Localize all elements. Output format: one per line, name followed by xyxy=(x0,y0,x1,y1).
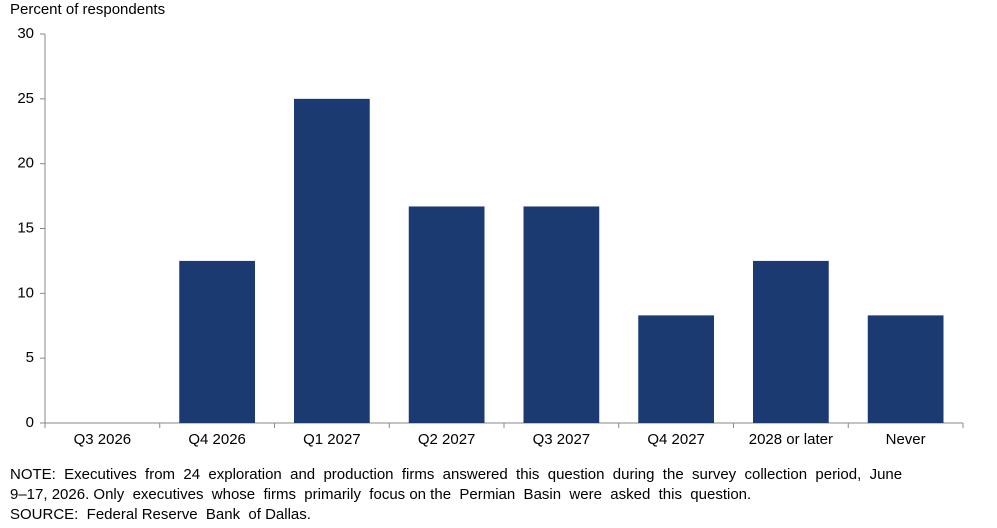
note: 9–17, 2026. Only executives whose firms … xyxy=(10,486,751,503)
x-tick-label: Q3 2027 xyxy=(533,431,591,448)
bar xyxy=(638,315,714,423)
bar xyxy=(179,260,255,423)
bar xyxy=(408,206,485,423)
bar xyxy=(867,315,944,423)
x-tick-label: 2028 or later xyxy=(749,431,833,448)
x-tick-label: Never xyxy=(886,431,926,448)
x-tick-label: Q4 2026 xyxy=(188,431,246,448)
bar xyxy=(294,98,370,423)
x-tick-label: Q2 2027 xyxy=(418,431,476,448)
note: SOURCE: Federal Reserve Bank of Dallas. xyxy=(10,506,311,523)
y-tick-label: 10 xyxy=(17,284,34,301)
y-tick-label: 30 xyxy=(17,25,34,42)
y-tick-label: 25 xyxy=(17,90,34,107)
x-tick-label: Q4 2027 xyxy=(647,431,705,448)
y-tick-label: 15 xyxy=(17,219,34,236)
y-tick-label: 20 xyxy=(17,155,34,172)
y-tick-label: 5 xyxy=(26,349,34,366)
x-tick-label: Q1 2027 xyxy=(303,431,361,448)
bar xyxy=(523,206,600,423)
note: NOTE: Executives from 24 exploration and… xyxy=(10,466,902,483)
bar xyxy=(753,260,829,423)
y-tick-label: 0 xyxy=(26,414,34,431)
x-tick-label: Q3 2026 xyxy=(74,431,132,448)
y-axis-label: Percent of respondents xyxy=(10,1,165,18)
